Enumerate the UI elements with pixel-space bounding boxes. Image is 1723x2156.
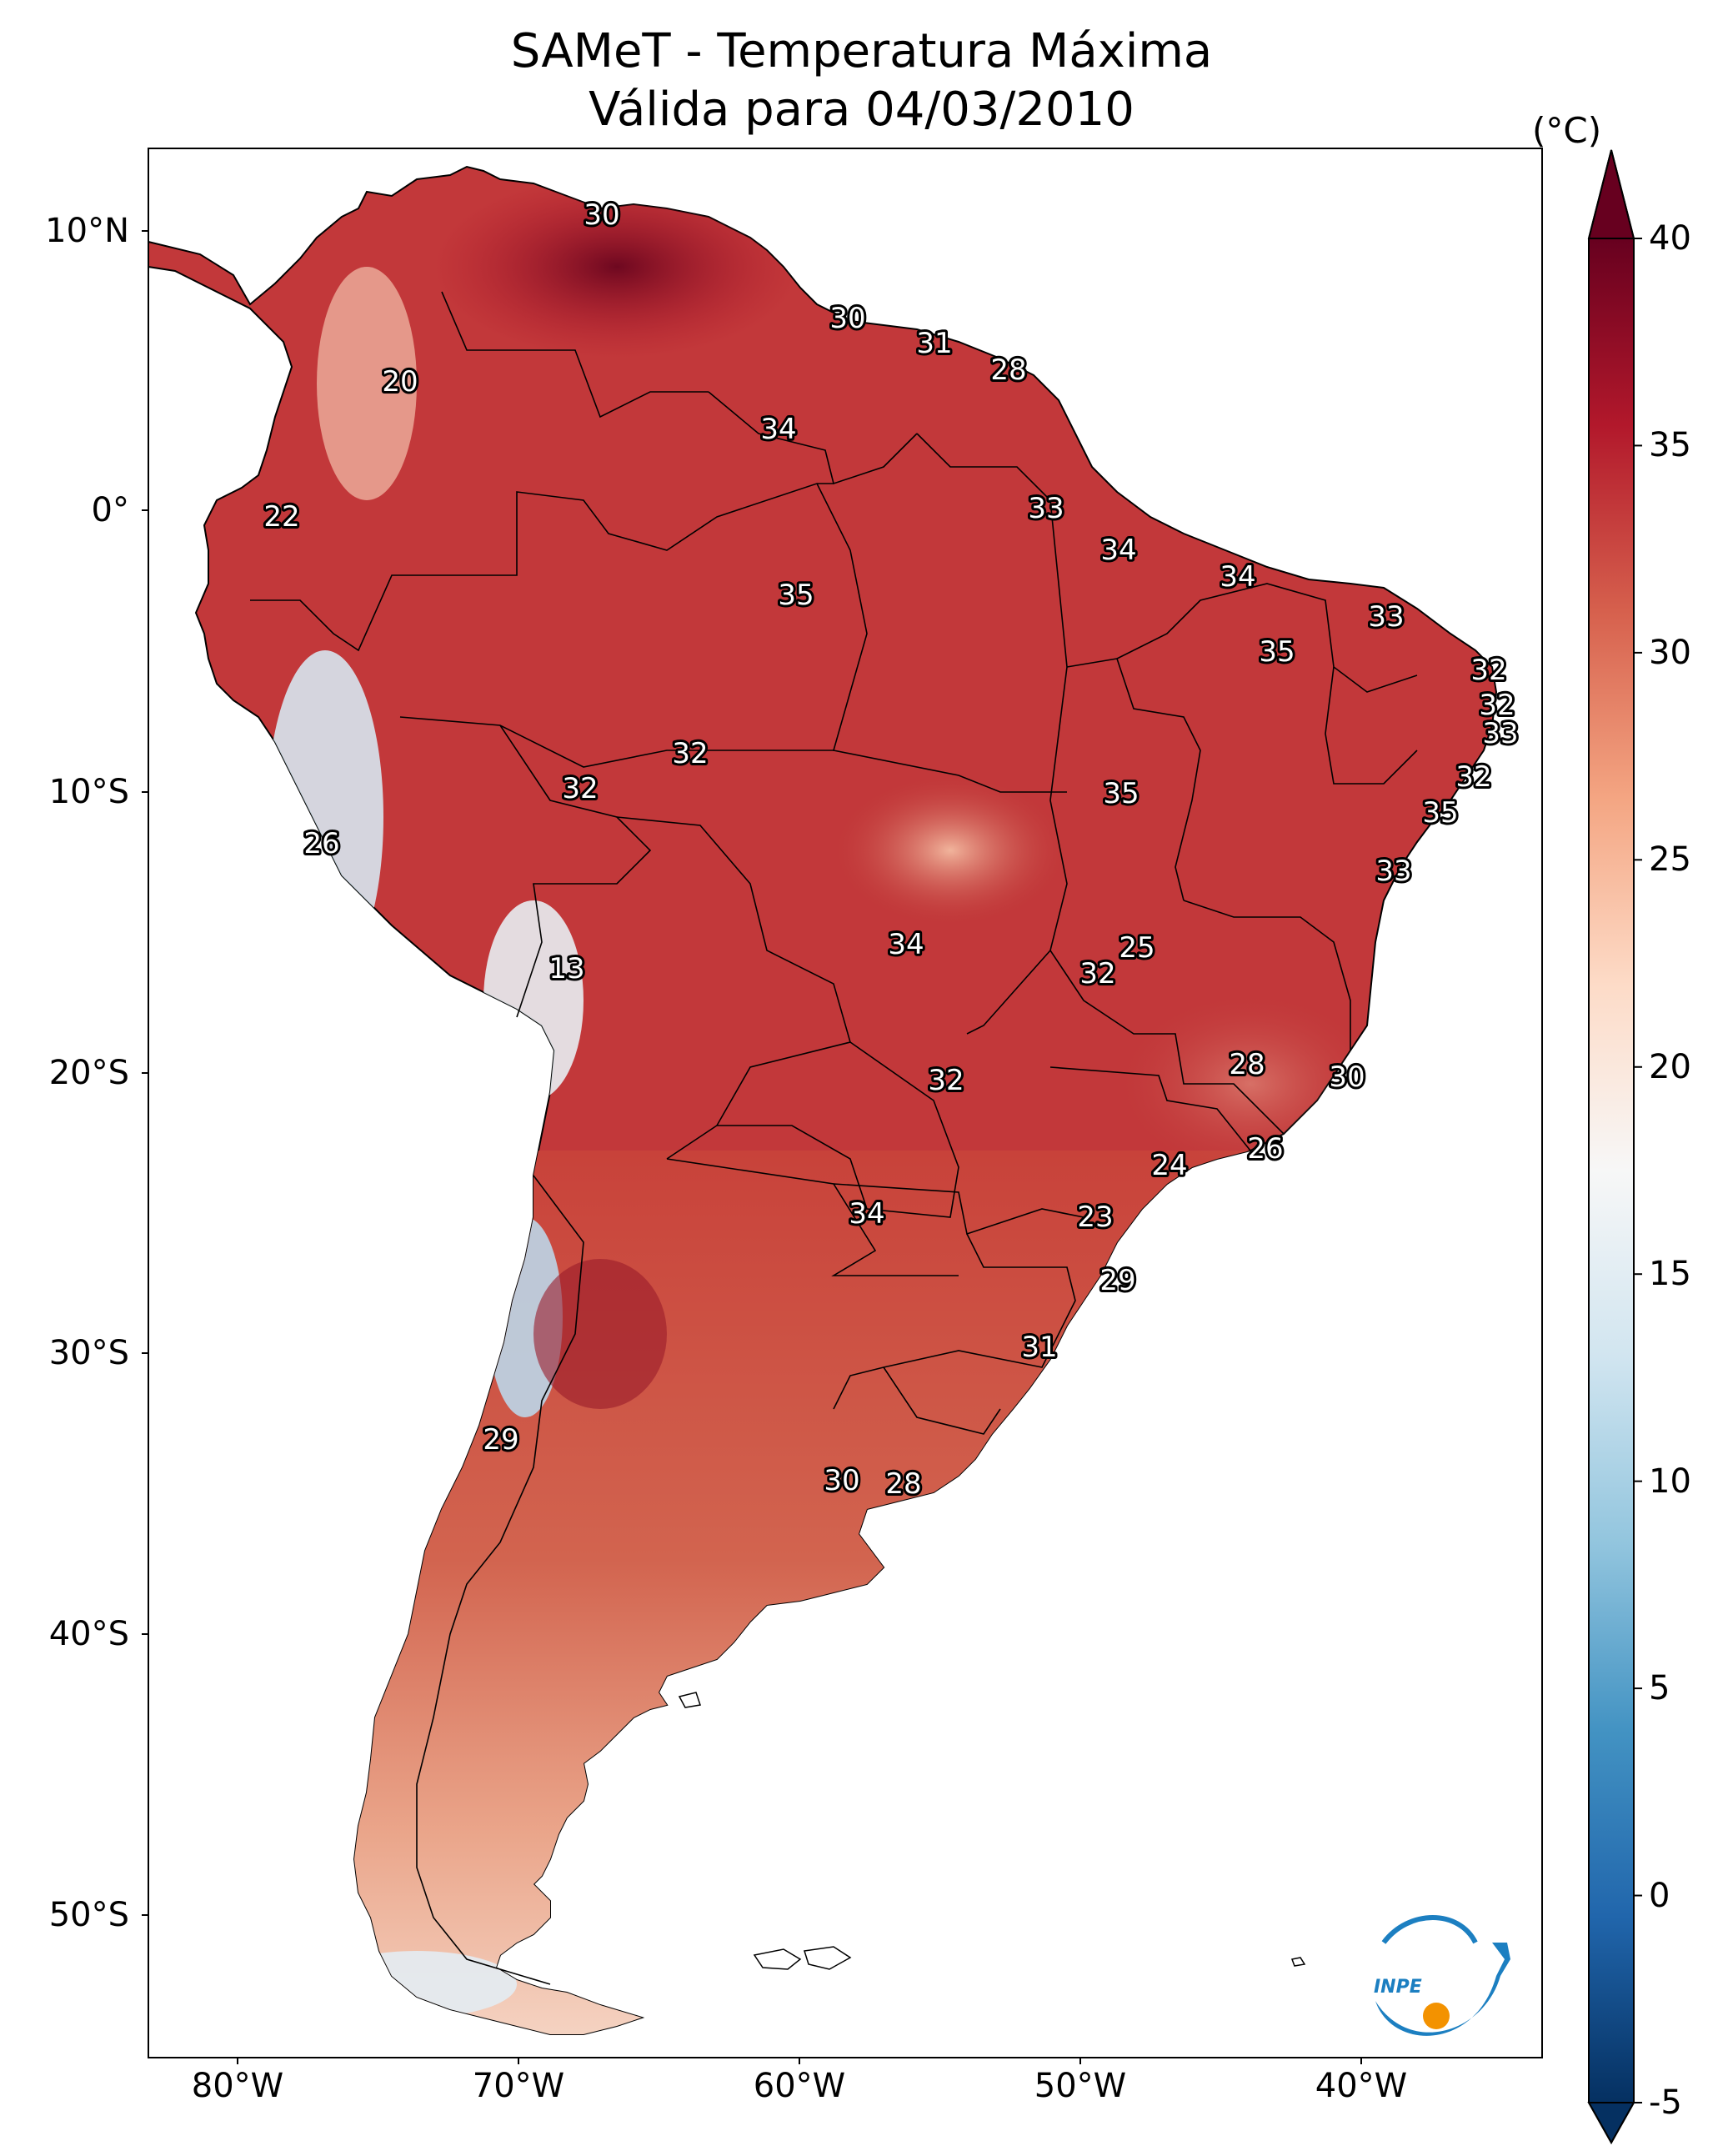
- latitude-tick-label: 10°S: [48, 773, 129, 811]
- logo-dot: [1423, 2003, 1450, 2029]
- contour-label: 30: [829, 302, 865, 335]
- contour-label: 35: [1103, 777, 1139, 810]
- colorbar-tick-label: 20: [1649, 1047, 1691, 1086]
- latitude-tick-label: 10°N: [45, 212, 129, 250]
- colorbar-extend-top: [1587, 149, 1635, 239]
- colorbar-gradient: [1589, 238, 1634, 2103]
- contour-label: 32: [1455, 760, 1491, 794]
- contour-label: 34: [1220, 560, 1255, 594]
- contour-label: 28: [1229, 1048, 1265, 1081]
- longitude-tick-label: 40°W: [1315, 2067, 1408, 2105]
- contour-label: 33: [1028, 492, 1064, 525]
- latitude-tick-label: 40°S: [48, 1615, 129, 1653]
- contour-label: 26: [303, 827, 339, 860]
- islands: [678, 1692, 1306, 1970]
- contour-label: 34: [888, 928, 924, 961]
- colorbar-tick-label: 5: [1649, 1669, 1670, 1708]
- contour-label: 25: [1119, 931, 1155, 965]
- contour-label: 30: [824, 1464, 859, 1497]
- colorbar-tick-label: 25: [1649, 840, 1691, 880]
- contour-label: 23: [1077, 1201, 1113, 1234]
- contour-label: 32: [928, 1064, 964, 1097]
- colorbar-tick-label: -5: [1649, 2083, 1682, 2122]
- contour-label: 20: [382, 365, 418, 399]
- latitude-tick-label: 30°S: [48, 1334, 129, 1372]
- colorbar-extend-bottom: [1587, 2102, 1635, 2145]
- colorbar-tick-label: 10: [1649, 1462, 1691, 1501]
- contour-label: 33: [1375, 855, 1411, 888]
- title-line-1: SAMeT - Temperatura Máxima: [510, 24, 1213, 78]
- colorbar: [1587, 149, 1642, 2145]
- contour-label: 31: [1021, 1331, 1057, 1364]
- colorbar-tick-label: 15: [1649, 1255, 1691, 1294]
- inpe-logo: INPE: [1374, 1915, 1510, 2036]
- longitude-tick-label: 80°W: [191, 2067, 284, 2105]
- contour-label: 28: [885, 1467, 921, 1501]
- colorbar-ticks: [1634, 238, 1642, 2103]
- colorbar-tick-label: 35: [1649, 426, 1691, 465]
- colorbar-tick-label: 0: [1649, 1876, 1670, 1915]
- contour-label: 13: [548, 952, 584, 985]
- longitude-tick-label: 50°W: [1034, 2067, 1127, 2105]
- contour-label: 30: [1329, 1060, 1365, 1094]
- contour-label: 26: [1247, 1132, 1283, 1166]
- contour-label: 32: [672, 737, 708, 770]
- latitude-tick-label: 20°S: [48, 1054, 129, 1092]
- contour-label: 31: [916, 327, 952, 360]
- country-borders: [250, 291, 1418, 1985]
- contour-label: 33: [1368, 600, 1404, 634]
- contour-label: 35: [778, 579, 814, 612]
- contour-label: 34: [1100, 534, 1136, 567]
- latitude-tick-label: 0°: [91, 491, 129, 529]
- contour-label: 35: [1259, 635, 1295, 669]
- colorbar-tick-label: 30: [1649, 633, 1691, 672]
- colorbar-unit-label: (°C): [1532, 110, 1602, 151]
- contour-label: 32: [1079, 957, 1115, 990]
- logo-text: INPE: [1374, 1977, 1422, 1998]
- contour-label: 30: [584, 198, 619, 232]
- contour-label: 32: [1479, 689, 1515, 722]
- contour-label: 35: [1422, 796, 1458, 830]
- contour-label: 29: [1099, 1264, 1135, 1297]
- contour-label: 29: [483, 1423, 518, 1457]
- contour-label: 22: [263, 500, 299, 534]
- contour-label: 32: [1470, 654, 1506, 687]
- axis-ticks: [142, 230, 1362, 2064]
- longitude-tick-label: 60°W: [753, 2067, 846, 2105]
- colorbar-tick-label: 40: [1649, 219, 1691, 258]
- latitude-tick-label: 50°S: [48, 1896, 129, 1934]
- logo-top-arc: [1381, 1915, 1478, 1944]
- contour-label: 33: [1482, 717, 1518, 750]
- contour-label: 28: [990, 353, 1026, 387]
- contour-label: 24: [1151, 1149, 1187, 1182]
- title-line-2: Válida para 04/03/2010: [589, 83, 1134, 137]
- contour-label: 34: [849, 1197, 884, 1231]
- longitude-tick-label: 70°W: [472, 2067, 565, 2105]
- contour-label: 34: [760, 413, 796, 446]
- contour-label: 32: [562, 772, 598, 805]
